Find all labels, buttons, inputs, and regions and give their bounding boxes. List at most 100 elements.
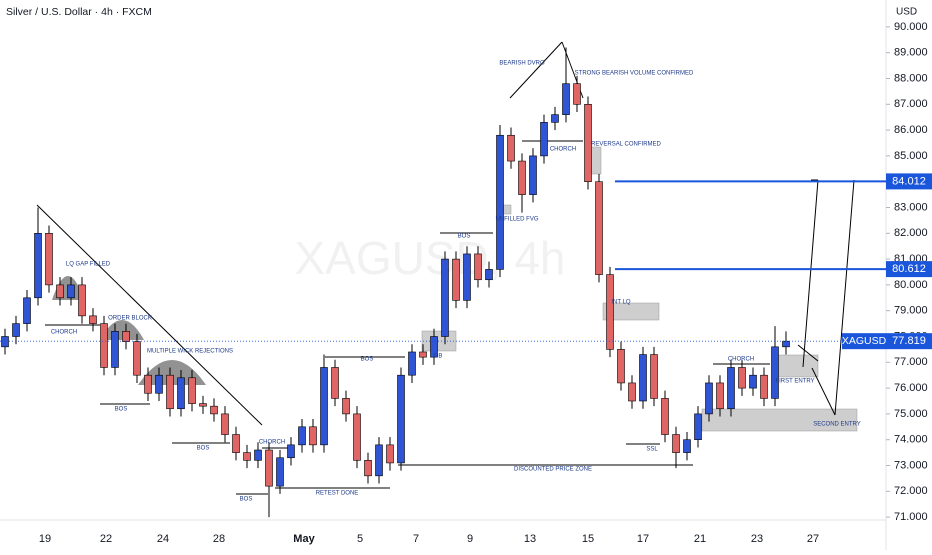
y-tick-label: 88.000 — [894, 72, 928, 84]
candle-body — [661, 398, 669, 435]
candle-body — [199, 403, 207, 407]
candle-body — [573, 83, 581, 105]
candle-body — [144, 374, 152, 394]
level-tag — [886, 261, 932, 278]
candle-body — [254, 449, 262, 461]
y-tick-label: 85.000 — [894, 150, 928, 162]
candle-body — [749, 374, 757, 389]
candle-body — [386, 444, 394, 464]
annotation: RETEST DONE — [316, 491, 359, 497]
candle-body — [595, 181, 603, 275]
annotation: BOS — [361, 357, 374, 363]
candle-body — [760, 374, 768, 399]
candle-body — [738, 367, 746, 389]
candle-body — [331, 367, 339, 399]
candle-body — [89, 315, 97, 324]
candle-body — [133, 341, 141, 376]
symbol-tag — [842, 333, 886, 350]
candle-body — [221, 413, 229, 435]
annotation: INT LQ — [611, 300, 631, 306]
annotation: DISCOUNTED PRICE ZONE — [514, 467, 592, 473]
symbol-label: XAGUSD — [842, 335, 887, 347]
x-tick-label: 19 — [39, 533, 51, 545]
x-tick-label: 27 — [807, 533, 819, 545]
annotation: CHORCH — [51, 330, 77, 336]
x-tick-label: 24 — [157, 533, 169, 545]
chart-title: Silver / U.S. Dollar · 4h · FXCM — [6, 6, 152, 18]
candle-body — [727, 367, 735, 410]
y-tick-label: 82.000 — [894, 227, 928, 239]
candle-body — [617, 349, 625, 384]
y-tick-label: 83.000 — [894, 201, 928, 213]
candle-body — [452, 258, 460, 301]
candle-body — [265, 449, 273, 487]
candle-body — [463, 253, 471, 301]
annotation: MULTIPLE WICK REJECTIONS — [147, 349, 233, 355]
candle-body — [650, 354, 658, 399]
candle-body — [507, 134, 515, 162]
candle-body — [78, 284, 86, 317]
candle-body — [474, 253, 482, 281]
annotation: SSL — [646, 447, 658, 453]
candle-body — [45, 233, 53, 286]
x-tick-label: 21 — [694, 533, 706, 545]
candle-body — [397, 374, 405, 464]
candle-body — [188, 377, 196, 404]
annotation: BOS — [458, 234, 471, 240]
candle-body — [485, 269, 493, 281]
candle-body — [518, 160, 526, 195]
y-tick-label: 74.000 — [894, 434, 928, 446]
y-tick-label: 77.000 — [894, 356, 928, 368]
int-lq-zone — [602, 302, 660, 321]
x-tick-label: 13 — [524, 533, 536, 545]
candle-body — [771, 346, 779, 399]
candle-body — [441, 258, 449, 337]
candle-body — [111, 331, 119, 368]
y-tick-label: 75.000 — [894, 408, 928, 420]
candle-body — [155, 374, 163, 394]
ob-shape — [100, 320, 144, 340]
candle-body — [672, 434, 680, 453]
y-unit: USD — [896, 7, 917, 18]
candle-body — [782, 340, 790, 348]
candle-body — [100, 323, 108, 368]
annotation: UNFILLED FVG — [495, 217, 538, 223]
y-tick-label: 71.000 — [894, 511, 928, 523]
level-label: 80.612 — [892, 263, 926, 275]
x-tick-label: 23 — [751, 533, 763, 545]
annotation: OB — [434, 354, 443, 360]
x-tick-label: 5 — [357, 533, 363, 545]
annotation: BOS — [115, 407, 128, 413]
x-tick-label: 15 — [582, 533, 594, 545]
candle-body — [430, 336, 438, 358]
y-tick-label: 90.000 — [894, 21, 928, 33]
candle-body — [419, 351, 427, 358]
x-tick-label: May — [293, 533, 315, 545]
candle-body — [529, 155, 537, 195]
candle-body — [243, 452, 251, 461]
candle-body — [122, 331, 130, 342]
x-tick-label: 22 — [100, 533, 112, 545]
annotation: LQ GAP FILLED — [66, 262, 111, 268]
candle-body — [584, 104, 592, 183]
y-tick-label: 73.000 — [894, 459, 928, 471]
candle-body — [232, 434, 240, 453]
annotation: CHORCH — [259, 440, 285, 446]
annotation: CHORCH — [728, 357, 754, 363]
candle-body — [56, 284, 64, 299]
x-tick-label: 7 — [413, 533, 419, 545]
y-tick-label: 72.000 — [894, 485, 928, 497]
annotation: BOS — [197, 446, 210, 452]
y-tick-label: 87.000 — [894, 98, 928, 110]
y-tick-label: 79.000 — [894, 305, 928, 317]
candle-body — [683, 439, 691, 453]
candle-body — [551, 114, 559, 123]
candle-body — [705, 382, 713, 415]
candle-body — [562, 83, 570, 115]
x-tick-label: 9 — [467, 533, 473, 545]
x-tick-label: 28 — [213, 533, 225, 545]
candle-body — [276, 457, 284, 487]
candle-body — [166, 374, 174, 410]
